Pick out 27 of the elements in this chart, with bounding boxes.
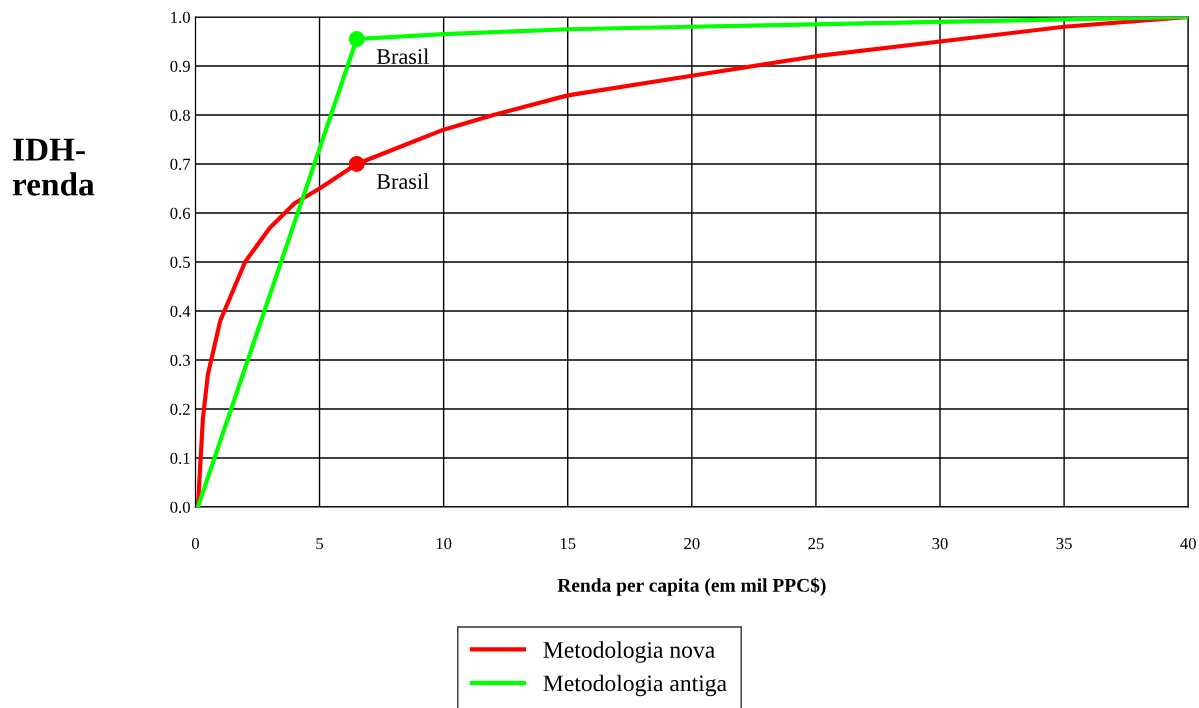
x-tick-label: 20 [684, 537, 700, 550]
x-axis-title: Renda per capita (em mil PPC$) [557, 577, 826, 596]
line-series [195, 16, 1189, 507]
legend-label: Metodologia antiga [543, 674, 727, 697]
x-tick-label: 15 [560, 538, 576, 550]
x-tick-label: 40 [1180, 537, 1196, 550]
y-tick-label: 0.4 [170, 305, 191, 317]
x-tick-label: 5 [316, 538, 324, 550]
annotation: Brasil [376, 173, 429, 189]
y-tick-label: 0.7 [170, 158, 191, 170]
y-tick-label: 0.9 [170, 60, 190, 73]
x-tick-label: 10 [436, 537, 452, 550]
annotation: Brasil [376, 48, 429, 65]
y-tick-label: 1.0 [171, 11, 190, 24]
y-tick-label: 0.8 [170, 109, 190, 121]
x-tick-label: 0 [191, 537, 199, 550]
y-tick-label: 0.3 [170, 354, 190, 366]
x-tick-label: 30 [932, 537, 948, 550]
y-tick-label: 0.5 [170, 256, 190, 268]
x-tick-label: 25 [808, 538, 824, 550]
y-tick-label: 0.0 [170, 501, 190, 513]
x-tick-label: 35 [1056, 538, 1072, 550]
legend-label: Metodologia nova [543, 641, 715, 663]
y-tick-label: 0.2 [170, 403, 190, 415]
y-tick-label: 0.6 [170, 207, 191, 219]
y-axis-title: IDH- renda [12, 138, 95, 196]
y-tick-label: 0.1 [170, 452, 190, 464]
